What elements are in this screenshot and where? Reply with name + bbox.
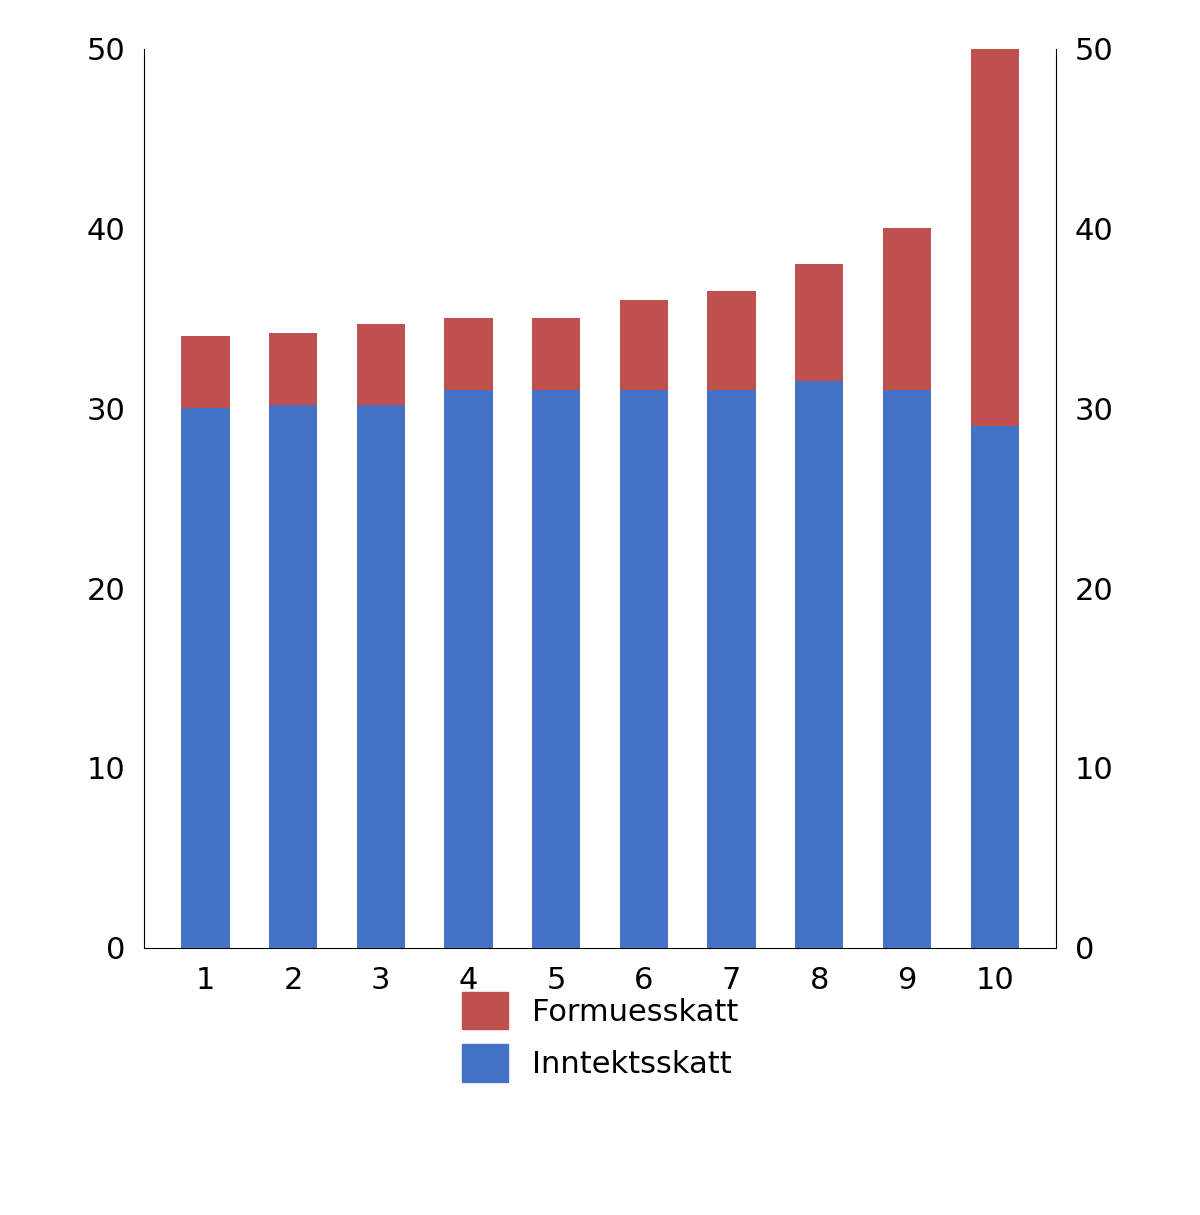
Bar: [181, 408, 229, 948]
Bar: [444, 318, 492, 390]
Bar: [356, 323, 404, 405]
Bar: [971, 426, 1019, 948]
Legend: Formuesskatt, Inntektsskatt: Formuesskatt, Inntektsskatt: [431, 961, 769, 1112]
Bar: [532, 318, 581, 390]
Bar: [708, 292, 756, 390]
Bar: [269, 405, 317, 948]
Bar: [708, 390, 756, 948]
Bar: [269, 333, 317, 405]
Bar: [532, 390, 581, 948]
Bar: [619, 390, 668, 948]
Bar: [796, 382, 844, 948]
Bar: [883, 390, 931, 948]
Bar: [971, 49, 1019, 426]
Bar: [444, 390, 492, 948]
Bar: [883, 228, 931, 390]
Bar: [796, 265, 844, 382]
Bar: [356, 405, 404, 948]
Bar: [181, 337, 229, 408]
Bar: [619, 300, 668, 390]
